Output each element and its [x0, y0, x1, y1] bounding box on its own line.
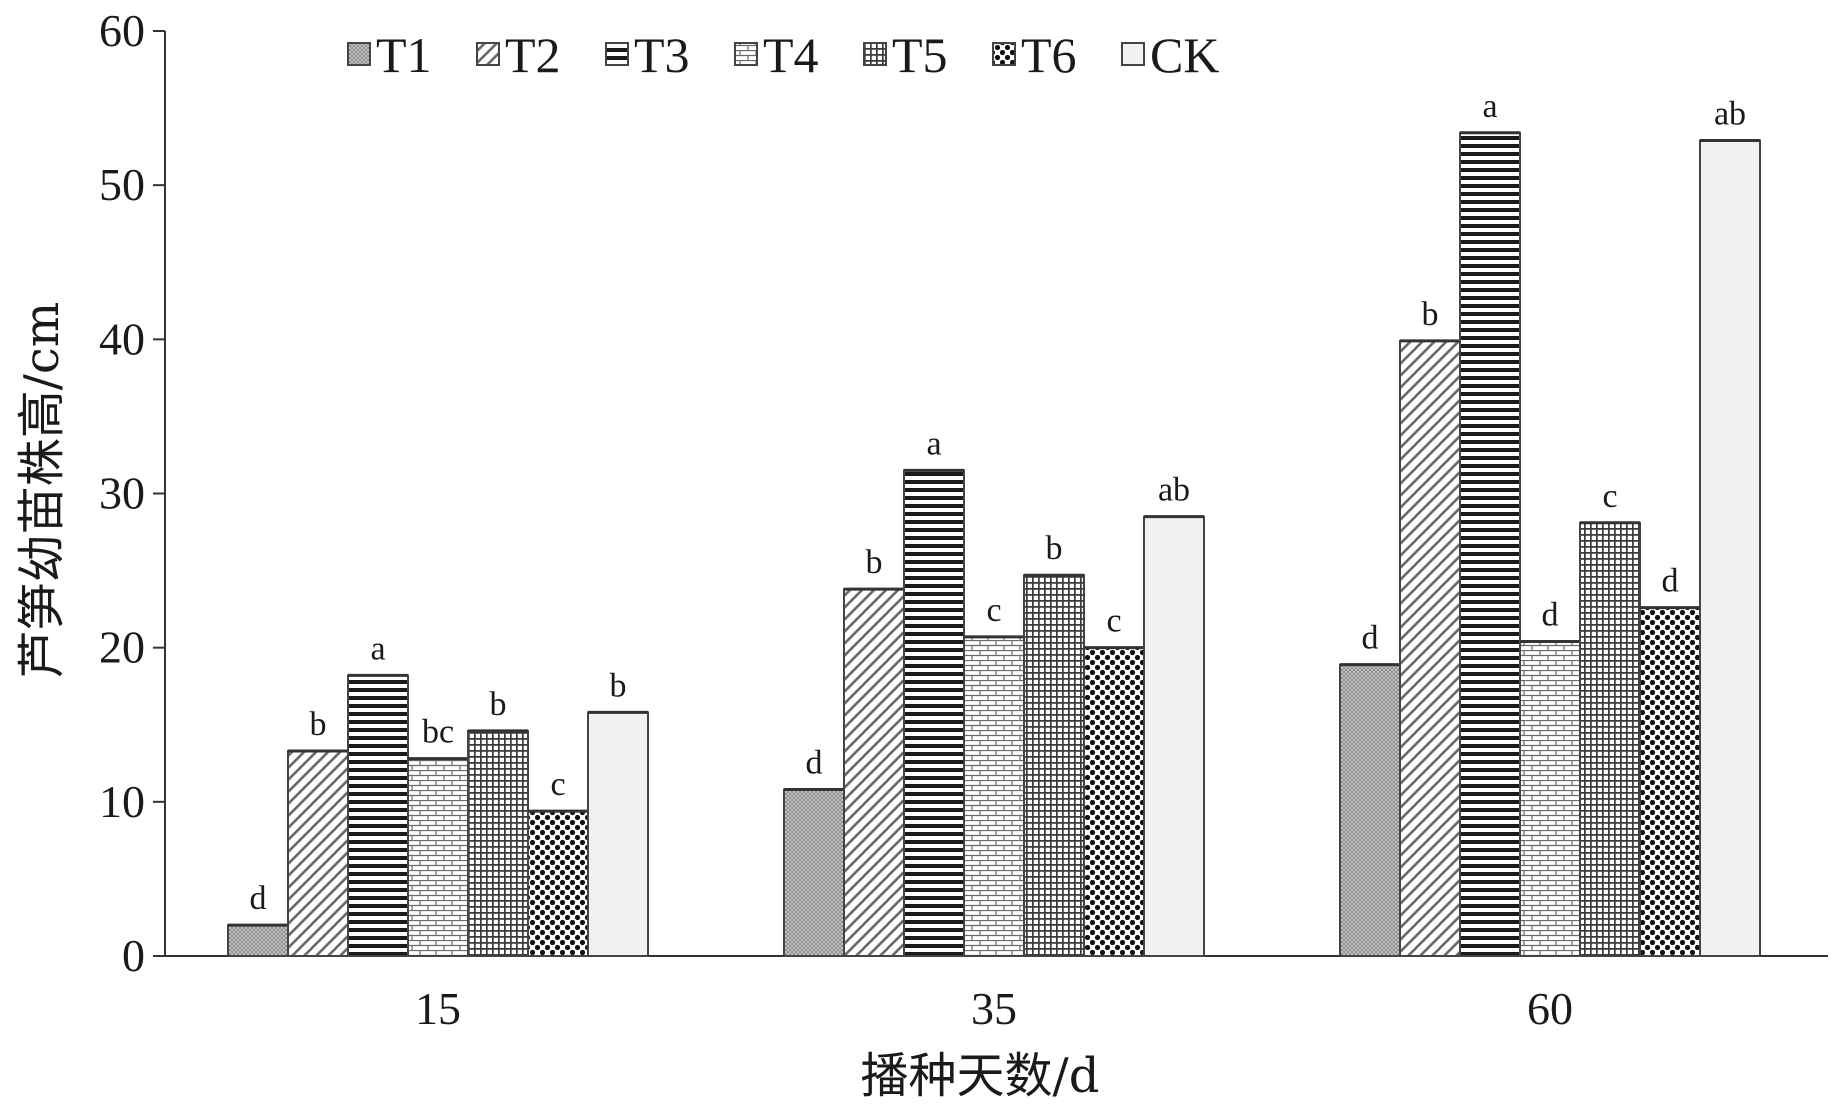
bar — [1459, 131, 1521, 957]
bar-significance-label: d — [1362, 620, 1379, 657]
legend-item: T2 — [476, 27, 561, 83]
legend-swatch — [476, 42, 500, 66]
bar-significance-label: bc — [422, 714, 454, 751]
legend-item: T3 — [605, 27, 690, 83]
bar-significance-label: d — [250, 880, 267, 917]
bar — [1143, 515, 1205, 957]
bar — [347, 674, 409, 958]
y-tick-label: 60 — [99, 5, 145, 56]
legend-label: T2 — [505, 27, 561, 83]
bar-significance-label: c — [550, 766, 565, 803]
y-axis-title: 芦笋幼苗株高/cm — [14, 302, 70, 679]
bar-significance-label: a — [1482, 88, 1497, 125]
bar-significance-label: b — [1422, 296, 1439, 333]
legend-item: T4 — [734, 27, 819, 83]
x-tick-label: 15 — [415, 983, 461, 1034]
bar-significance-label: a — [370, 630, 385, 667]
legend-item: T1 — [347, 27, 432, 83]
y-axis-ticks: 0 10 20 30 40 50 60 — [99, 5, 165, 981]
bar-significance-label: c — [1106, 603, 1121, 640]
y-tick-label: 50 — [99, 159, 145, 210]
bar-significance-label: b — [490, 686, 507, 723]
legend-label: T5 — [892, 27, 948, 83]
bar-significance-label: ab — [1714, 95, 1746, 132]
legend-label: T6 — [1021, 27, 1077, 83]
bar — [287, 749, 349, 957]
bar-significance-label: d — [1662, 563, 1679, 600]
bar-significance-label: d — [806, 745, 823, 782]
legend-swatch — [605, 42, 629, 66]
bar-significance-label: c — [1602, 478, 1617, 515]
bar-significance-label: c — [986, 592, 1001, 629]
legend-swatch — [734, 42, 758, 66]
bar-group: d b a c b c ab — [783, 425, 1205, 958]
bar-group: d b a d c d ab — [1339, 88, 1761, 958]
legend-item: T5 — [863, 27, 948, 83]
bar-significance-label: b — [310, 706, 327, 743]
bar — [843, 588, 905, 957]
bar — [1083, 646, 1145, 958]
legend-swatch — [992, 42, 1016, 66]
bar-significance-label: d — [1542, 597, 1559, 634]
y-tick-label: 10 — [99, 776, 145, 827]
bar — [1023, 574, 1085, 957]
bar — [1639, 606, 1701, 957]
y-tick-label: 30 — [99, 468, 145, 519]
x-axis-title: 播种天数/d — [861, 1048, 1100, 1104]
bar-significance-label: b — [610, 667, 627, 704]
legend-label: T1 — [376, 27, 432, 83]
x-axis-ticks: 15 35 60 — [415, 983, 1573, 1034]
bar — [527, 810, 589, 957]
bar — [783, 788, 845, 957]
bar-significance-label: b — [866, 544, 883, 581]
bar — [1399, 339, 1461, 957]
x-tick-label: 60 — [1527, 983, 1573, 1034]
legend-label: CK — [1150, 27, 1219, 83]
legend-swatch — [863, 42, 887, 66]
legend-label: T4 — [763, 27, 819, 83]
bar-significance-label: ab — [1158, 472, 1190, 509]
legend-swatch — [1121, 42, 1145, 66]
y-tick-label: 20 — [99, 622, 145, 673]
legend-swatch — [347, 42, 371, 66]
legend-item: CK — [1121, 27, 1219, 83]
bar — [903, 469, 965, 957]
bar — [407, 757, 469, 958]
bar — [1579, 521, 1641, 958]
bar — [227, 924, 289, 958]
y-tick-label: 0 — [122, 930, 145, 981]
bar — [1519, 640, 1581, 957]
bar — [963, 635, 1025, 957]
bar — [467, 729, 529, 958]
y-tick-label: 40 — [99, 313, 145, 364]
bar — [1339, 663, 1401, 957]
bar — [587, 711, 649, 958]
bar-significance-label: b — [1046, 530, 1063, 567]
legend: T1 T2 T3 T4 T5 T6 CK — [347, 27, 1219, 83]
x-tick-label: 35 — [971, 983, 1017, 1034]
legend-item: T6 — [992, 27, 1077, 83]
bar — [1699, 139, 1761, 958]
legend-label: T3 — [634, 27, 690, 83]
bar-significance-label: a — [926, 425, 941, 462]
